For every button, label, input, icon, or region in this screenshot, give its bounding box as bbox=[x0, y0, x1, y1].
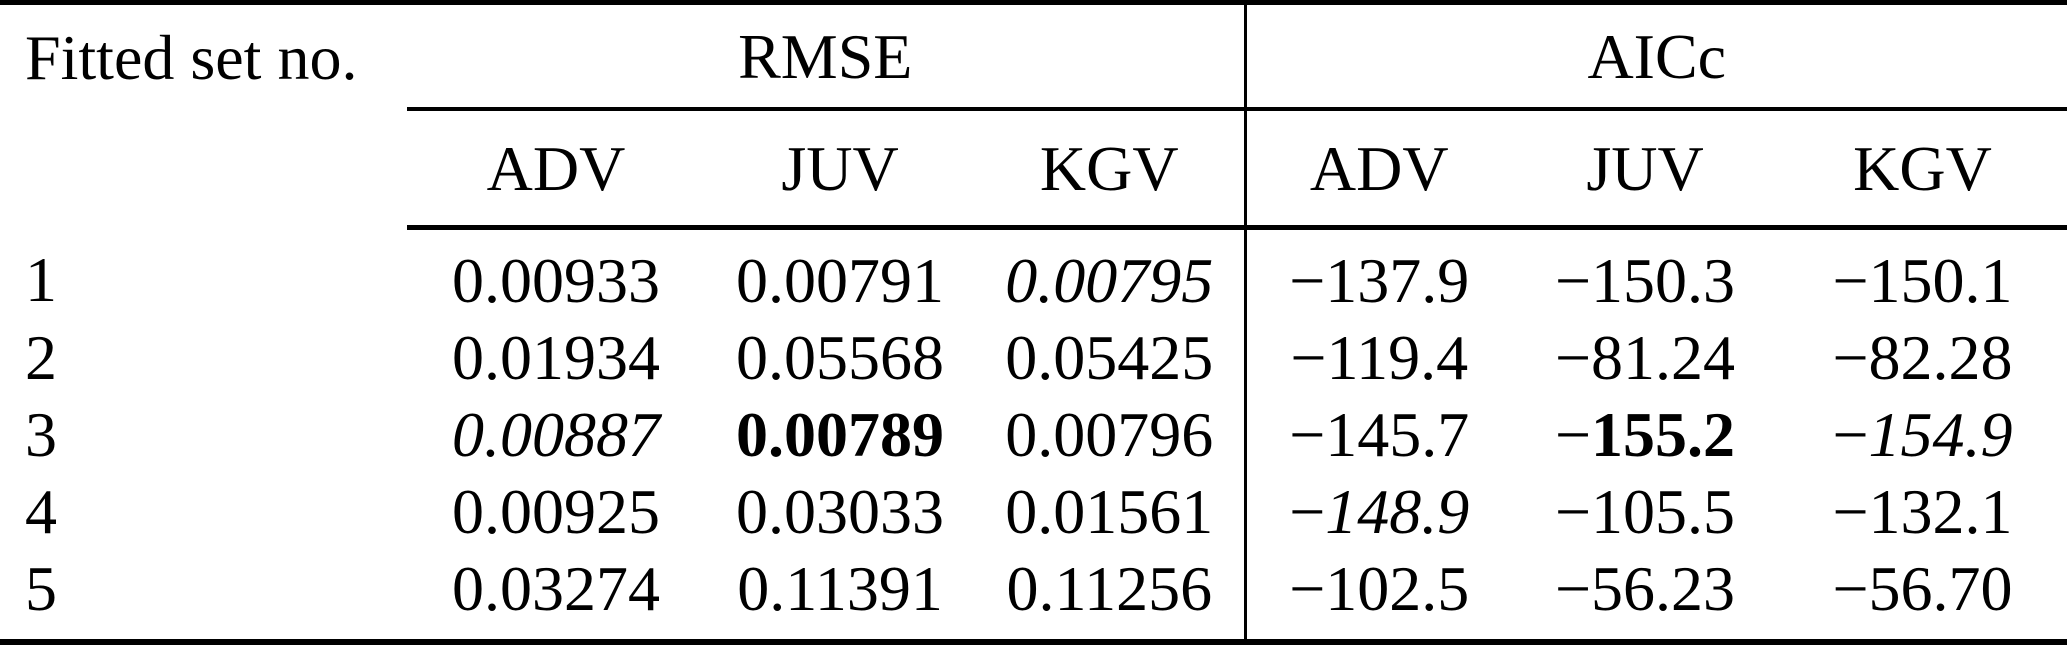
value-text: 154.9 bbox=[1868, 399, 2013, 470]
cell-aicc-juv: −105.5 bbox=[1554, 476, 1736, 547]
cell-aicc-juv: −155.2 bbox=[1512, 396, 1778, 473]
cell-rmse-kgv: 0.00795 bbox=[1005, 245, 1214, 316]
cell-rmse-juv: 0.03033 bbox=[736, 476, 944, 547]
cell-rmse-adv: 0.00925 bbox=[452, 476, 660, 547]
cell-rmse-kgv: 0.11256 bbox=[1006, 553, 1213, 624]
cell-aicc-adv: −148.9 bbox=[1243, 473, 1512, 550]
cell-rmse-kgv: 0.01561 bbox=[1005, 476, 1214, 547]
fitted-set-number: 3 bbox=[25, 399, 57, 470]
cell-rmse-juv: 0.00791 bbox=[736, 245, 944, 316]
cell-rmse-kgv: 0.00796 bbox=[1005, 399, 1214, 470]
minus-sign: − bbox=[1289, 476, 1326, 547]
cell-aicc-adv: −119.4 bbox=[1243, 319, 1512, 396]
col-header-aicc-kgv: KGV bbox=[1778, 109, 2067, 230]
cell-aicc-kgv: −150.1 bbox=[1832, 245, 2013, 316]
cell-aicc-adv: −102.5 bbox=[1243, 550, 1512, 642]
column-header-row: ADV JUV KGV ADV JUV KGV bbox=[0, 109, 2067, 230]
group-header-row: Fitted set no. RMSE AICc bbox=[0, 2, 2067, 111]
cell-rmse-juv: 0.05568 bbox=[736, 322, 944, 393]
col-header-aicc-juv: JUV bbox=[1512, 109, 1778, 230]
fitted-set-number: 2 bbox=[25, 322, 57, 393]
table-row-set-4: 4 0.00925 0.03033 0.01561 −148.9 −105.5 −132.1 bbox=[0, 473, 2067, 550]
group-header-rmse: RMSE bbox=[407, 2, 1245, 111]
fitted-set-number: 5 bbox=[25, 553, 57, 624]
cell-aicc-juv: −81.24 bbox=[1554, 322, 1736, 393]
col-header-rmse-kgv: KGV bbox=[975, 109, 1245, 230]
cell-aicc-kgv: −154.9 bbox=[1778, 396, 2067, 473]
cell-aicc-kgv: −132.1 bbox=[1832, 476, 2013, 547]
minus-sign: − bbox=[1554, 399, 1592, 470]
cell-rmse-adv: 0.03274 bbox=[452, 553, 660, 624]
cell-aicc-kgv: −82.28 bbox=[1832, 322, 2013, 393]
group-header-aicc: AICc bbox=[1243, 2, 2067, 111]
cell-aicc-adv: −137.9 bbox=[1243, 227, 1512, 319]
corner-header-fitted-set-no: Fitted set no. bbox=[25, 22, 358, 93]
cell-rmse-kgv: 0.05425 bbox=[1005, 322, 1214, 393]
cell-rmse-adv: 0.00887 bbox=[452, 399, 660, 470]
col-header-rmse-juv: JUV bbox=[705, 109, 975, 230]
cell-rmse-juv: 0.00789 bbox=[736, 399, 944, 470]
table-row-set-5: 5 0.03274 0.11391 0.11256 −102.5 −56.23 −56.70 bbox=[0, 550, 2067, 642]
cell-aicc-juv: −150.3 bbox=[1554, 245, 1736, 316]
value-text: 148.9 bbox=[1325, 476, 1470, 547]
fitted-set-number: 1 bbox=[25, 243, 57, 315]
value-text: 155.2 bbox=[1591, 399, 1736, 470]
cell-rmse-juv: 0.11391 bbox=[737, 553, 943, 624]
fitted-set-number: 4 bbox=[25, 476, 57, 547]
minus-sign: − bbox=[1832, 399, 1869, 470]
cell-aicc-kgv: −56.70 bbox=[1832, 553, 2013, 624]
table-row-set-3: 3 0.00887 0.00789 0.00796 −145.7 −155.2 −154.9 bbox=[0, 396, 2067, 473]
table-row-set-2: 2 0.01934 0.05568 0.05425 −119.4 −81.24 −82.28 bbox=[0, 319, 2067, 396]
col-header-aicc-adv: ADV bbox=[1243, 109, 1512, 230]
col-header-rmse-adv: ADV bbox=[407, 109, 705, 230]
cell-rmse-adv: 0.01934 bbox=[452, 322, 660, 393]
cell-aicc-juv: −56.23 bbox=[1554, 553, 1736, 624]
table-row-set-1: 1 0.00933 0.00791 0.00795 −137.9 −150.3 −150.1 bbox=[0, 227, 2067, 319]
cell-rmse-adv: 0.00933 bbox=[452, 245, 660, 316]
cell-aicc-adv: −145.7 bbox=[1243, 396, 1512, 473]
